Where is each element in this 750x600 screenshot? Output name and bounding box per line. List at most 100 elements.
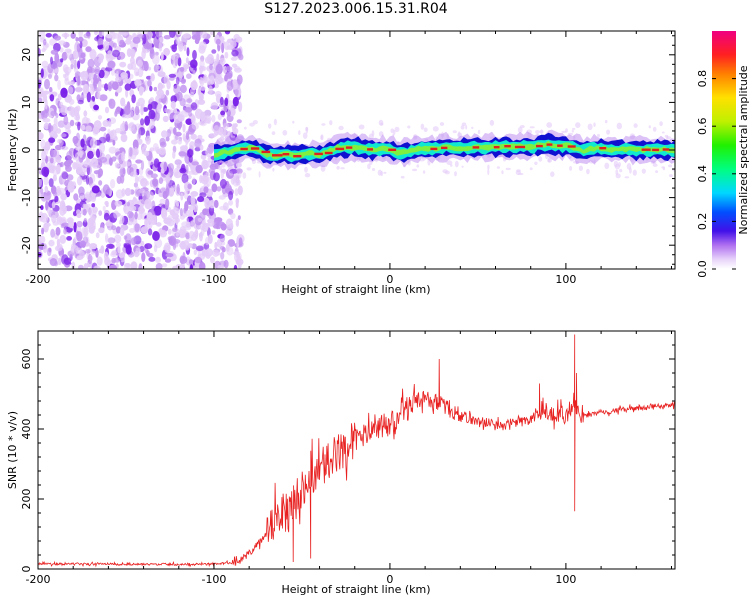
noise-speckle <box>98 31 103 36</box>
noise-speckle <box>167 109 175 120</box>
noise-speckle <box>137 175 145 183</box>
noise-speckle <box>155 262 163 269</box>
noise-speckle <box>148 109 156 120</box>
noise-speckle <box>56 238 61 247</box>
noise-speckle <box>170 95 178 103</box>
noise-speckle <box>125 244 132 255</box>
noise-speckle <box>329 120 333 126</box>
noise-speckle <box>44 185 49 193</box>
noise-speckle <box>82 144 87 152</box>
noise-speckle <box>230 212 236 220</box>
noise-speckle <box>60 193 67 201</box>
noise-speckle <box>134 211 138 220</box>
noise-speckle <box>150 73 155 82</box>
noise-speckle <box>190 219 195 228</box>
noise-speckle <box>148 118 155 129</box>
noise-speckle <box>550 171 555 177</box>
noise-speckle <box>219 35 225 42</box>
noise-speckle <box>208 85 213 94</box>
noise-speckle <box>407 125 411 129</box>
noise-speckle <box>197 196 205 203</box>
noise-speckle <box>454 171 457 177</box>
noise-speckle <box>77 121 81 131</box>
noise-speckle <box>446 160 453 165</box>
noise-speckle <box>90 78 95 84</box>
noise-speckle <box>380 122 384 126</box>
noise-speckle <box>182 133 186 142</box>
noise-speckle <box>93 104 99 111</box>
colorbar-tick-label: 0.6 <box>696 117 709 135</box>
noise-speckle <box>105 67 113 72</box>
noise-speckle <box>304 173 311 178</box>
noise-speckle <box>194 256 203 264</box>
noise-speckle <box>211 49 217 54</box>
noise-speckle <box>179 255 184 265</box>
noise-speckle <box>538 156 543 162</box>
noise-speckle <box>127 210 134 219</box>
noise-speckle <box>604 162 610 169</box>
noise-speckle <box>139 208 146 213</box>
y-tick-label: -20 <box>20 236 33 254</box>
noise-speckle <box>116 106 121 113</box>
noise-speckle <box>243 126 247 130</box>
noise-speckle <box>185 209 194 217</box>
noise-speckle <box>75 87 82 93</box>
noise-speckle <box>161 208 168 220</box>
noise-speckle <box>633 123 638 128</box>
noise-speckle <box>198 66 206 71</box>
noise-speckle <box>54 35 61 41</box>
noise-speckle <box>89 49 97 60</box>
snr-frame <box>37 330 676 570</box>
noise-speckle <box>59 234 67 244</box>
noise-speckle <box>42 243 48 254</box>
noise-speckle <box>114 162 120 169</box>
noise-speckle <box>200 86 206 91</box>
noise-speckle <box>228 190 234 201</box>
noise-speckle <box>107 81 113 92</box>
noise-speckle <box>176 200 180 207</box>
noise-speckle <box>62 205 67 215</box>
noise-speckle <box>128 121 136 132</box>
noise-speckle <box>162 190 168 200</box>
noise-speckle <box>237 185 243 196</box>
noise-speckle <box>104 106 110 114</box>
noise-speckle <box>111 250 117 256</box>
noise-speckle <box>237 215 241 221</box>
noise-speckle <box>58 40 66 46</box>
x-tick-label: 0 <box>386 273 393 286</box>
noise-speckle <box>230 131 233 137</box>
noise-speckle <box>75 255 84 261</box>
noise-speckle <box>188 111 193 117</box>
noise-speckle <box>71 261 76 269</box>
noise-speckle <box>217 113 222 121</box>
noise-speckle <box>220 251 225 260</box>
noise-speckle <box>144 198 152 210</box>
noise-speckle <box>167 228 172 235</box>
noise-speckle <box>115 242 121 248</box>
noise-speckle <box>165 89 170 96</box>
noise-speckle <box>221 42 225 54</box>
noise-speckle <box>129 56 135 65</box>
noise-speckle <box>477 129 481 135</box>
noise-speckle <box>159 198 166 205</box>
noise-speckle <box>465 125 468 130</box>
noise-speckle <box>129 202 134 212</box>
noise-speckle <box>91 185 100 194</box>
noise-speckle <box>47 73 53 79</box>
noise-speckle <box>157 71 166 78</box>
noise-speckle <box>190 80 198 91</box>
noise-speckle <box>219 96 224 106</box>
noise-speckle <box>111 225 117 231</box>
noise-speckle <box>169 186 174 197</box>
noise-speckle <box>45 33 52 38</box>
noise-speckle <box>85 125 92 133</box>
noise-speckle <box>98 180 103 186</box>
noise-speckle <box>78 47 83 59</box>
noise-speckle <box>51 185 57 195</box>
noise-speckle <box>217 264 224 269</box>
noise-speckle <box>273 118 277 126</box>
noise-speckle <box>105 222 114 227</box>
noise-speckle <box>163 161 168 172</box>
noise-speckle <box>146 250 150 256</box>
noise-speckle <box>61 172 69 180</box>
